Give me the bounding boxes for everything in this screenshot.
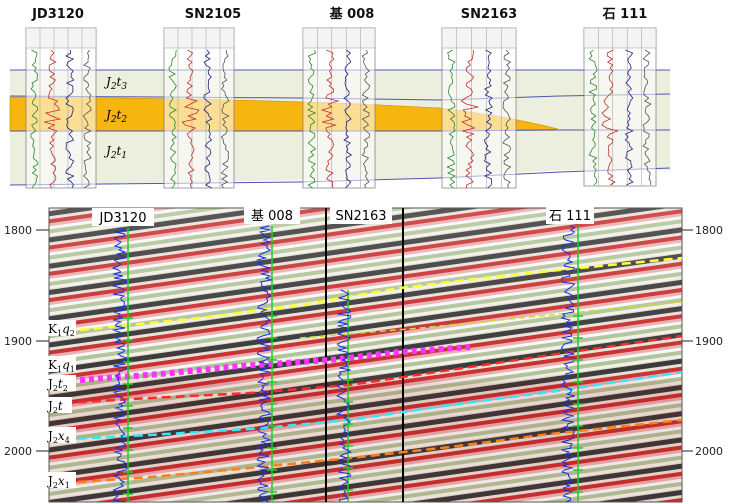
- horizon-j2x4: [49, 370, 683, 442]
- log-curve: [30, 49, 39, 189]
- seismic-well-label-4: 石 111: [549, 209, 591, 224]
- seismic-well-label-2: 基 008: [251, 209, 293, 224]
- log-curve: [483, 49, 493, 189]
- horizon-label-j2x1: J2x1: [46, 474, 70, 490]
- depth-axis-right: 1800 1900 2000: [682, 224, 723, 458]
- log-curve: [307, 49, 317, 189]
- horizon-k1q2-lower: [299, 301, 683, 339]
- well-strip-header-2: [163, 27, 235, 49]
- horizon-label-j2x4: J2x4: [46, 429, 70, 445]
- log-curve: [502, 49, 512, 189]
- depth-tick-left-1900: 1900: [4, 335, 32, 348]
- well-strip-5: [583, 27, 657, 187]
- depth-tick-left-1800: 1800: [4, 224, 32, 237]
- seismic-well-traces: [111, 225, 583, 503]
- well-label-box-4: [546, 206, 594, 224]
- well-name-2: SN2105: [185, 7, 241, 22]
- zone-label-j2t3: J2t3: [103, 75, 127, 92]
- horizon-label-bg-j2x4: [46, 427, 76, 443]
- log-curve: [220, 49, 230, 189]
- well-strips: [25, 27, 657, 189]
- log-curve: [642, 49, 652, 186]
- seismic-fade: [49, 208, 682, 502]
- well-strip-header-5: [583, 27, 657, 49]
- log-curve: [460, 49, 479, 188]
- depth-tick-right-2000: 2000: [695, 445, 723, 458]
- log-curve: [361, 49, 371, 189]
- well-log-trace-3: [335, 289, 352, 503]
- log-curve: [588, 49, 598, 186]
- log-curve: [601, 49, 619, 186]
- well-strip-1: [25, 27, 97, 189]
- well-strip-header-4: [441, 27, 517, 49]
- horizon-labels: K1q2 K1q1 J2t2 J2t J2x4 J2x1: [46, 320, 76, 490]
- well-name-1: JD3120: [31, 7, 84, 22]
- depth-tick-left-2000: 2000: [4, 445, 32, 458]
- well-log-trace-2: [255, 225, 273, 503]
- horizon-label-bg-k1q2: [46, 320, 76, 336]
- zone-label-j2t1: J2t1: [103, 144, 127, 161]
- log-curve: [446, 49, 456, 189]
- well-name-4: SN2163: [461, 7, 517, 22]
- well-strip-header-1: [25, 27, 97, 49]
- horizon-label-k1q1: K1q1: [48, 358, 75, 374]
- horizon-j2t: [49, 334, 683, 406]
- well-log-trace-4: [560, 225, 577, 503]
- horizon-label-bg-j2t: [46, 397, 72, 413]
- well-log-trace-1: [111, 227, 128, 503]
- well-name-5: 石 111: [602, 7, 648, 22]
- log-curve: [203, 49, 213, 189]
- seismic-section: JD3120 基 008 SN2163 石 111: [48, 206, 683, 503]
- log-curve: [82, 49, 92, 189]
- well-label-box-1: [92, 208, 154, 226]
- depth-tick-right-1800: 1800: [695, 224, 723, 237]
- depth-axis-left: 1800 1900 2000: [4, 224, 49, 458]
- horizon-label-j2t: J2t: [46, 399, 63, 415]
- horizon-label-bg-j2x1: [46, 472, 76, 488]
- log-curve: [320, 49, 340, 189]
- log-curve: [168, 49, 178, 189]
- horizon-label-bg-j2t2: [46, 375, 76, 391]
- well-label-box-2: [244, 206, 300, 224]
- seismic-well-label-1: JD3120: [99, 211, 147, 226]
- well-label-box-3: [330, 206, 392, 224]
- log-curve: [44, 49, 62, 189]
- horizon-j2x1: [49, 418, 683, 486]
- well-correlation-panel: JD3120 SN2105 基 008 SN2163 石 111 J2t3 J2…: [9, 6, 671, 189]
- depth-tick-right-1900: 1900: [695, 335, 723, 348]
- zone-label-j2t2: J2t2: [103, 108, 127, 125]
- well-name-3: 基 008: [329, 6, 375, 22]
- log-curve: [65, 49, 75, 189]
- log-curve: [181, 49, 200, 189]
- well-strip-3: [302, 27, 376, 189]
- horizon-label-k1q2: K1q2: [48, 322, 75, 338]
- well-strip-header-3: [302, 27, 376, 49]
- horizon-label-j2t2: J2t2: [46, 377, 68, 393]
- horizon-label-bg-k1q1: [46, 356, 76, 372]
- log-curve: [624, 49, 634, 186]
- horizon-k1q2: [79, 256, 683, 332]
- log-curve: [343, 49, 353, 189]
- seismic-well-label-3: SN2163: [335, 209, 386, 224]
- horizon-k1q1: [79, 344, 471, 383]
